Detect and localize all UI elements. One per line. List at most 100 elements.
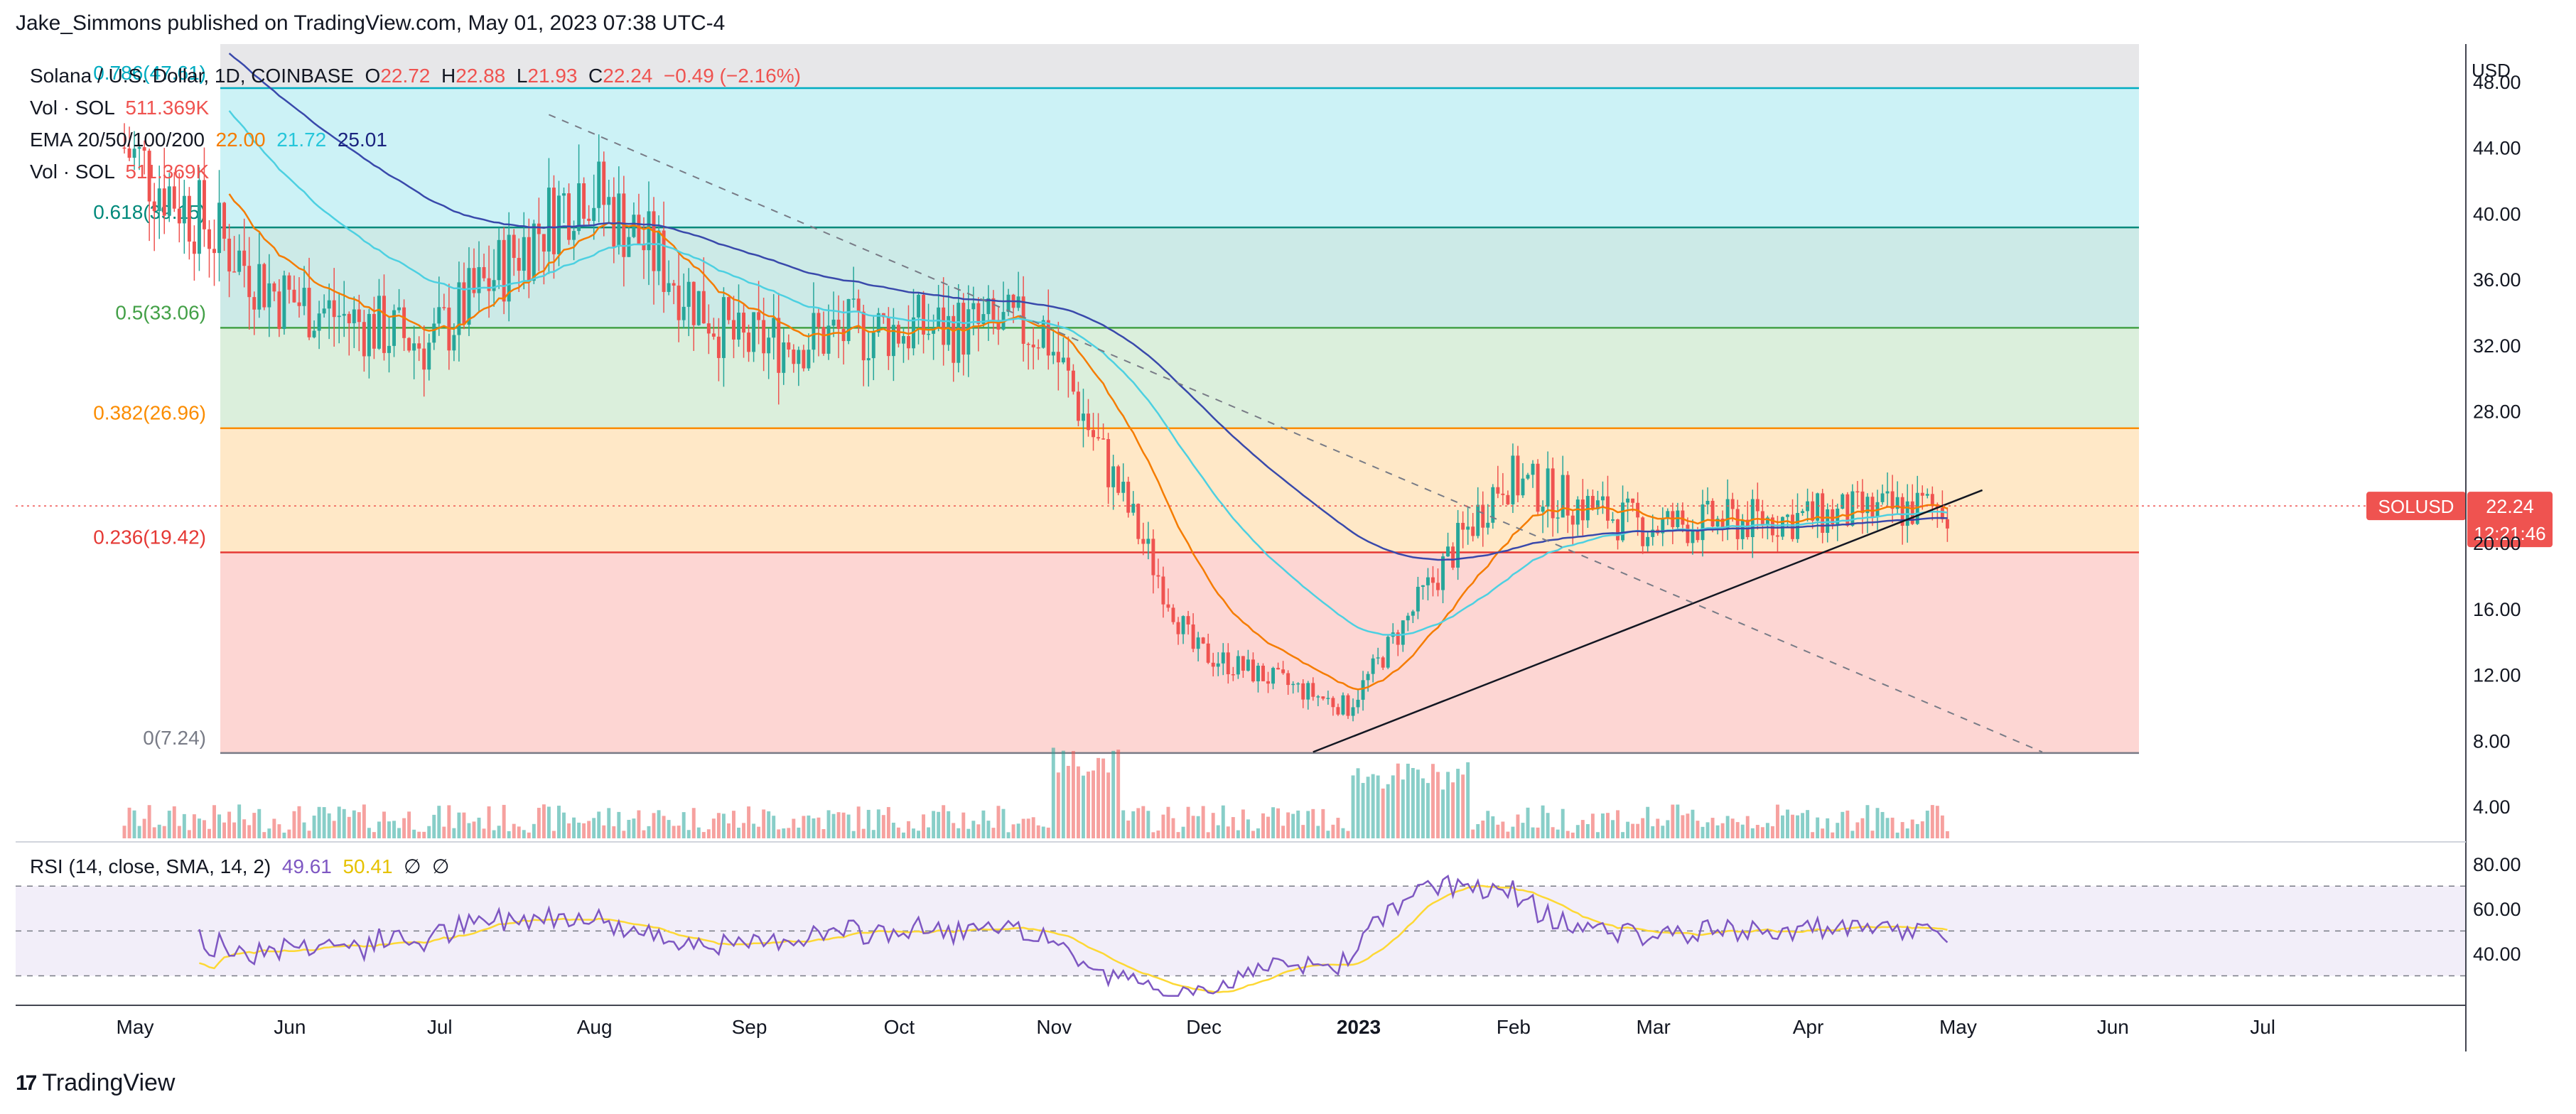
volume-bar	[1476, 823, 1480, 838]
volume-bar	[1536, 827, 1540, 838]
candle-body	[1166, 604, 1170, 608]
candle-body	[307, 288, 311, 337]
volume-bar	[1606, 813, 1610, 838]
candle-body	[292, 289, 296, 303]
volume-bar	[1705, 822, 1710, 838]
rsi-value: 49.61	[281, 855, 332, 877]
candle-body	[1216, 663, 1220, 667]
volume-bar	[1331, 824, 1335, 838]
candle-body	[907, 336, 910, 349]
volume-bar	[472, 821, 476, 838]
candle-body	[1246, 659, 1250, 671]
candle-body	[208, 229, 211, 249]
volume-bar	[157, 824, 161, 838]
candle-body	[677, 285, 681, 320]
volume-bar	[252, 813, 257, 838]
volume-bar	[1786, 809, 1789, 838]
candle-body	[192, 242, 196, 254]
volume-bar	[192, 814, 196, 838]
candle-body	[1521, 478, 1525, 496]
candle-body	[332, 300, 336, 318]
volume-bar	[1765, 823, 1769, 838]
candle-body	[1186, 616, 1190, 624]
candle-body	[1121, 482, 1126, 493]
candle-body	[617, 193, 621, 247]
volume-bar	[1431, 764, 1435, 838]
candle-body	[492, 280, 496, 291]
volume-bar	[1141, 806, 1146, 838]
volume-bar	[1880, 811, 1885, 838]
rsi-band	[16, 886, 2466, 976]
candle-body	[716, 336, 721, 358]
volume-bar	[1266, 816, 1270, 838]
candle-body	[152, 201, 156, 212]
candle-body	[1331, 698, 1335, 708]
volume-bar	[367, 828, 371, 838]
fib-level-label: 0.5(33.06)	[115, 301, 206, 323]
volume-bar	[1900, 822, 1904, 838]
volume-bar	[1096, 757, 1101, 838]
candle-body	[546, 188, 551, 252]
candle-body	[1850, 491, 1855, 526]
candle-body	[742, 313, 745, 333]
candle-body	[1631, 498, 1635, 503]
volume-bar	[841, 812, 846, 838]
candle-body	[267, 283, 271, 308]
volume-bar	[1041, 826, 1045, 838]
candle-body	[1421, 585, 1425, 587]
volume-bar	[1910, 819, 1914, 838]
volume-bar	[851, 831, 856, 838]
volume-bar	[142, 818, 146, 838]
volume-bar	[691, 808, 696, 838]
volume-bar	[1626, 821, 1630, 838]
candle-body	[182, 195, 186, 224]
candle-body	[1036, 347, 1040, 349]
candle-body	[557, 195, 561, 254]
candle-body	[232, 271, 237, 273]
volume-bar	[1366, 777, 1370, 838]
volume-bar	[432, 814, 436, 838]
candle-body	[222, 202, 227, 239]
candle-body	[537, 223, 541, 234]
volume-bar	[721, 813, 726, 838]
candle-body	[871, 332, 875, 359]
volume-bar	[1226, 826, 1230, 838]
candle-body	[1486, 522, 1490, 528]
volume-bar	[1730, 818, 1735, 838]
candle-body	[1221, 652, 1225, 664]
volume-bar	[1826, 818, 1830, 838]
candle-body	[1231, 674, 1235, 676]
volume-bar	[1661, 826, 1665, 838]
candle-body	[952, 315, 956, 363]
volume-bar	[657, 810, 661, 838]
volume-bar	[1821, 828, 1825, 838]
volume-bar	[1696, 821, 1700, 838]
candle-body	[522, 237, 526, 271]
volume-bar	[1556, 829, 1560, 838]
volume-bar	[1191, 816, 1195, 838]
high-label: H	[441, 65, 456, 87]
volume-bar	[187, 830, 191, 838]
volume-bar	[881, 815, 885, 838]
volume-bar	[527, 832, 531, 838]
volume-bar	[227, 811, 232, 838]
candle-body	[1536, 463, 1540, 512]
volume-bar	[1276, 808, 1281, 838]
candle-body	[137, 147, 141, 149]
candle-body	[1236, 656, 1240, 675]
volume-bar	[1865, 805, 1870, 838]
time-tick-label: Mar	[1637, 1016, 1671, 1038]
volume-bar	[262, 832, 266, 838]
candle-body	[532, 223, 536, 281]
volume-bar	[541, 804, 546, 838]
volume-bar	[1106, 772, 1111, 838]
candle-body	[1900, 497, 1904, 526]
volume-bar	[856, 806, 861, 838]
candle-body	[1565, 475, 1570, 516]
candle-body	[1570, 515, 1575, 525]
volume-bar	[387, 821, 391, 838]
candle-body	[1016, 296, 1020, 308]
volume-bar	[846, 814, 851, 838]
volume-value: 511.369K	[125, 97, 210, 119]
